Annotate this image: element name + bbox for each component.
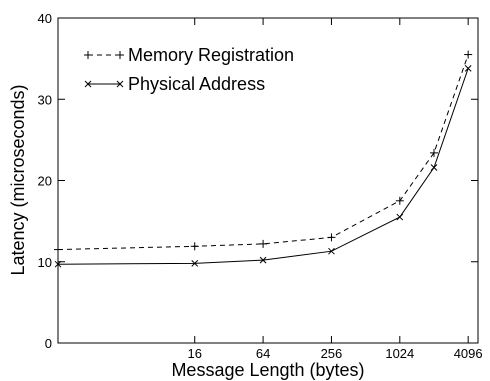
y-tick-label-20: 20 bbox=[38, 174, 52, 189]
data-point-memory-registration-1 bbox=[54, 245, 62, 254]
x-tick-label-16: 16 bbox=[187, 346, 201, 361]
ticks-layer: 0 10 20 30 40 16 64 256 1024 4096 bbox=[38, 11, 483, 361]
data-point-physical-address-1024 bbox=[396, 213, 404, 221]
x-tick-label-256: 256 bbox=[321, 346, 343, 361]
legend-label-memory-registration: Memory Registration bbox=[128, 45, 294, 65]
y-tick-label-40: 40 bbox=[38, 11, 52, 26]
data-point-memory-registration-256 bbox=[327, 233, 336, 242]
y-axis-title: Latency (microseconds) bbox=[8, 84, 28, 275]
data-point-memory-registration-64 bbox=[259, 239, 268, 248]
legend-marker-physical-address-left bbox=[84, 80, 92, 88]
series-line-physical-address bbox=[57, 68, 469, 265]
data-point-physical-address-4096 bbox=[464, 65, 472, 72]
x-tick-label-4096: 4096 bbox=[454, 346, 483, 361]
series-layer bbox=[54, 50, 473, 268]
legend-marker-physical-address-right bbox=[116, 80, 124, 88]
data-point-memory-registration-16 bbox=[190, 242, 199, 251]
x-tick-label-64: 64 bbox=[256, 346, 270, 361]
data-point-physical-address-16 bbox=[191, 260, 199, 267]
x-axis-title: Message Length (bytes) bbox=[171, 360, 364, 380]
data-point-physical-address-2048 bbox=[430, 164, 438, 171]
plot-frame bbox=[57, 17, 479, 344]
legend-marker-memory-registration-right bbox=[116, 51, 124, 59]
data-point-memory-registration-2048 bbox=[429, 148, 438, 157]
data-point-physical-address-1 bbox=[54, 260, 62, 268]
data-point-physical-address-64 bbox=[259, 256, 267, 264]
legend-label-physical-address: Physical Address bbox=[128, 74, 265, 94]
y-tick-label-10: 10 bbox=[38, 255, 52, 270]
y-tick-label-0: 0 bbox=[45, 336, 52, 351]
data-point-physical-address-256 bbox=[328, 247, 335, 255]
x-tick-label-1024: 1024 bbox=[385, 346, 414, 361]
legend: Memory Registration Physical Address bbox=[84, 45, 294, 94]
data-point-memory-registration-4096 bbox=[464, 50, 473, 59]
legend-marker-memory-registration-left bbox=[84, 51, 92, 59]
data-point-memory-registration-1024 bbox=[395, 196, 404, 205]
y-tick-label-30: 30 bbox=[38, 92, 52, 107]
